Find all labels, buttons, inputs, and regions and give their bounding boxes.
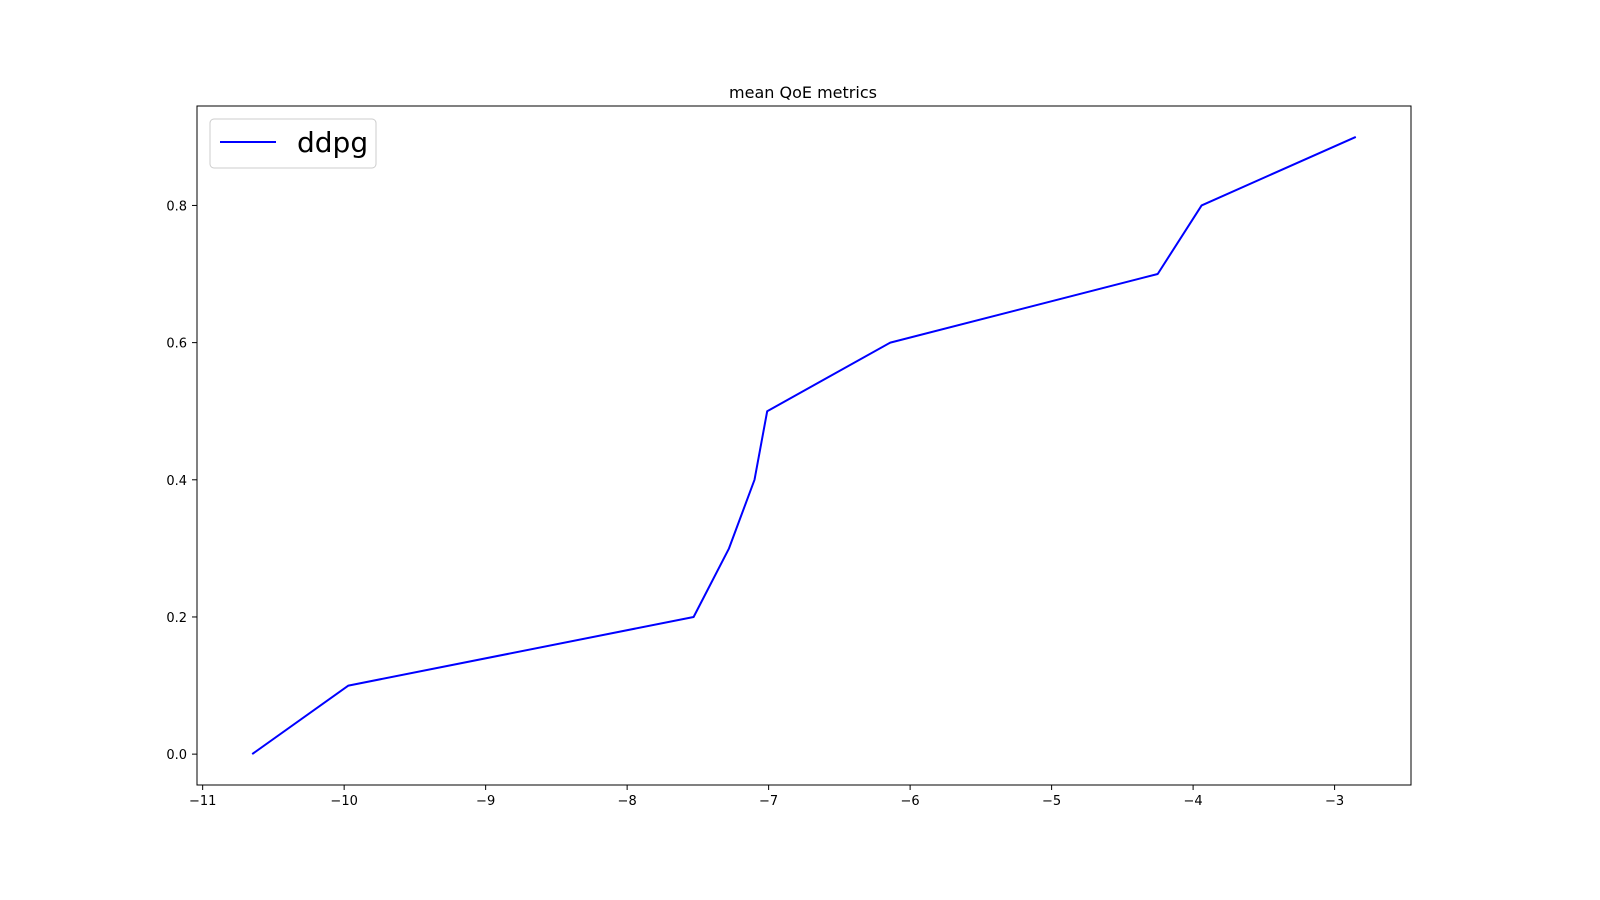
x-tick-label: −10	[330, 794, 357, 809]
x-tick-label: −4	[1184, 794, 1203, 809]
y-tick-label: 0.4	[166, 474, 187, 489]
x-tick-label: −8	[618, 794, 637, 809]
legend-box	[209, 118, 377, 169]
series-layer	[251, 135, 1357, 755]
series-line-ddpg	[251, 135, 1357, 755]
x-tick-label: −6	[901, 794, 920, 809]
y-tick-label: 0.2	[166, 611, 187, 626]
x-tick-label: −3	[1325, 794, 1344, 809]
x-tick-label: −11	[189, 794, 216, 809]
legend: ddpg	[209, 118, 377, 169]
y-axis: 0.0 0.2 0.4 0.6 0.8	[166, 199, 197, 763]
x-tick-label: −7	[759, 794, 778, 809]
x-tick-label: −9	[476, 794, 495, 809]
y-tick-label: 0.0	[166, 748, 187, 763]
x-tick-label: −5	[1042, 794, 1061, 809]
y-tick-label: 0.6	[166, 337, 187, 352]
legend-label-ddpg: ddpg	[297, 126, 368, 159]
y-tick-label: 0.8	[166, 199, 187, 214]
plot-area-frame	[196, 105, 1412, 786]
x-axis: −11 −10 −9 −8 −7 −6 −5 −4 −3	[189, 785, 1344, 809]
chart-title: mean QoE metrics	[729, 83, 877, 102]
